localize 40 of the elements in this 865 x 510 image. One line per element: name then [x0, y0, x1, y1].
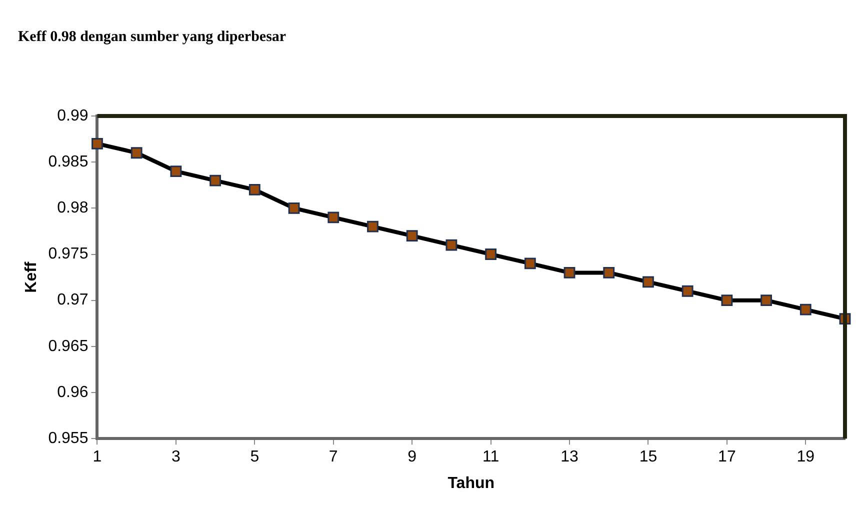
x-tick-label: 11 — [482, 448, 500, 466]
point — [642, 276, 654, 288]
chart-title: Keff 0.98 dengan sumber yang diperbesar — [18, 28, 286, 45]
point — [564, 266, 576, 278]
point — [682, 285, 694, 297]
y-tick-label: 0.965 — [48, 338, 88, 355]
x-tick-label: 9 — [408, 448, 417, 466]
point — [800, 304, 812, 316]
x-tick-label: 15 — [639, 448, 658, 466]
point — [367, 220, 378, 232]
point — [524, 258, 536, 270]
point — [760, 294, 772, 306]
point — [92, 138, 103, 150]
x-tick-label: 5 — [250, 448, 260, 466]
y-tick-label: 0.97 — [57, 292, 88, 309]
y-axis-title: Keff — [23, 261, 40, 293]
point — [328, 212, 340, 224]
x-axis-title: Tahun — [448, 474, 495, 492]
y-tick-label: 0.975 — [48, 246, 88, 263]
point — [170, 166, 182, 178]
x-tick-label: 13 — [560, 448, 579, 466]
y-tick-label: 0.96 — [57, 384, 88, 401]
x-tick-label: 1 — [92, 448, 102, 466]
point — [406, 230, 418, 242]
point — [248, 184, 260, 196]
x-tick-label: 17 — [718, 448, 736, 466]
x-tick-label: 3 — [172, 448, 180, 466]
y-tick-label: 0.955 — [48, 430, 88, 448]
point — [210, 174, 222, 186]
point — [485, 248, 496, 260]
point — [446, 239, 458, 251]
point — [130, 147, 142, 159]
x-tick-label: 7 — [328, 448, 338, 466]
x-tick-label: 19 — [796, 448, 815, 466]
y-tick-label: 0.99 — [57, 107, 88, 124]
point — [721, 294, 733, 306]
y-tick-label: 0.985 — [48, 153, 88, 170]
point — [603, 266, 615, 278]
point — [288, 202, 300, 214]
y-tick-label: 0.98 — [57, 200, 88, 217]
